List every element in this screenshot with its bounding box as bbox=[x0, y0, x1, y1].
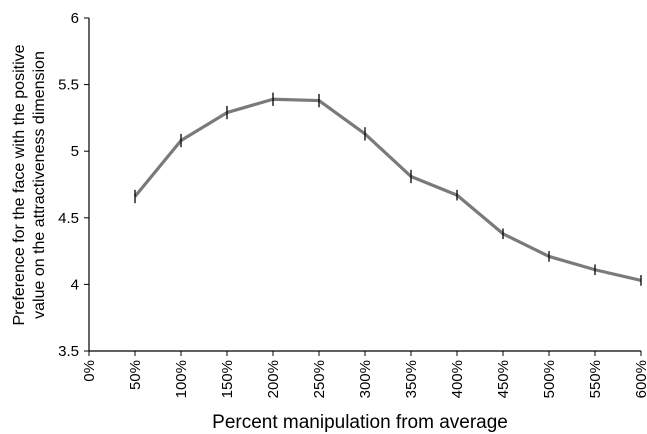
x-tick-label: 0% bbox=[81, 360, 98, 382]
x-tick-label: 250% bbox=[311, 360, 328, 398]
y-axis-label: Preference for the face with the positiv… bbox=[11, 44, 48, 325]
x-tick-label: 450% bbox=[495, 360, 512, 398]
x-tick-label: 550% bbox=[587, 360, 604, 398]
x-tick-label: 300% bbox=[357, 360, 374, 398]
y-tick-label: 3.5 bbox=[58, 343, 79, 360]
x-tick-label: 500% bbox=[541, 360, 558, 398]
x-tick-label: 600% bbox=[633, 360, 647, 398]
y-tick-label: 4.5 bbox=[58, 210, 79, 227]
y-tick-label: 4 bbox=[71, 276, 79, 293]
x-tick-label: 50% bbox=[127, 360, 144, 390]
y-axis-label-line: Preference for the face with the positiv… bbox=[11, 44, 28, 325]
x-tick-label: 100% bbox=[173, 360, 190, 398]
x-axis-label: Percent manipulation from average bbox=[212, 412, 508, 433]
x-tick-label: 350% bbox=[403, 360, 420, 398]
x-tick-label: 400% bbox=[449, 360, 466, 398]
y-tick-label: 6 bbox=[71, 10, 79, 27]
y-tick-label: 5 bbox=[71, 143, 79, 160]
y-axis-label-line: value on the attractiveness dimension bbox=[31, 51, 48, 319]
y-tick-label: 5.5 bbox=[58, 77, 79, 94]
x-tick-label: 150% bbox=[219, 360, 236, 398]
x-tick-label: 200% bbox=[265, 360, 282, 398]
data-line bbox=[133, 97, 642, 282]
